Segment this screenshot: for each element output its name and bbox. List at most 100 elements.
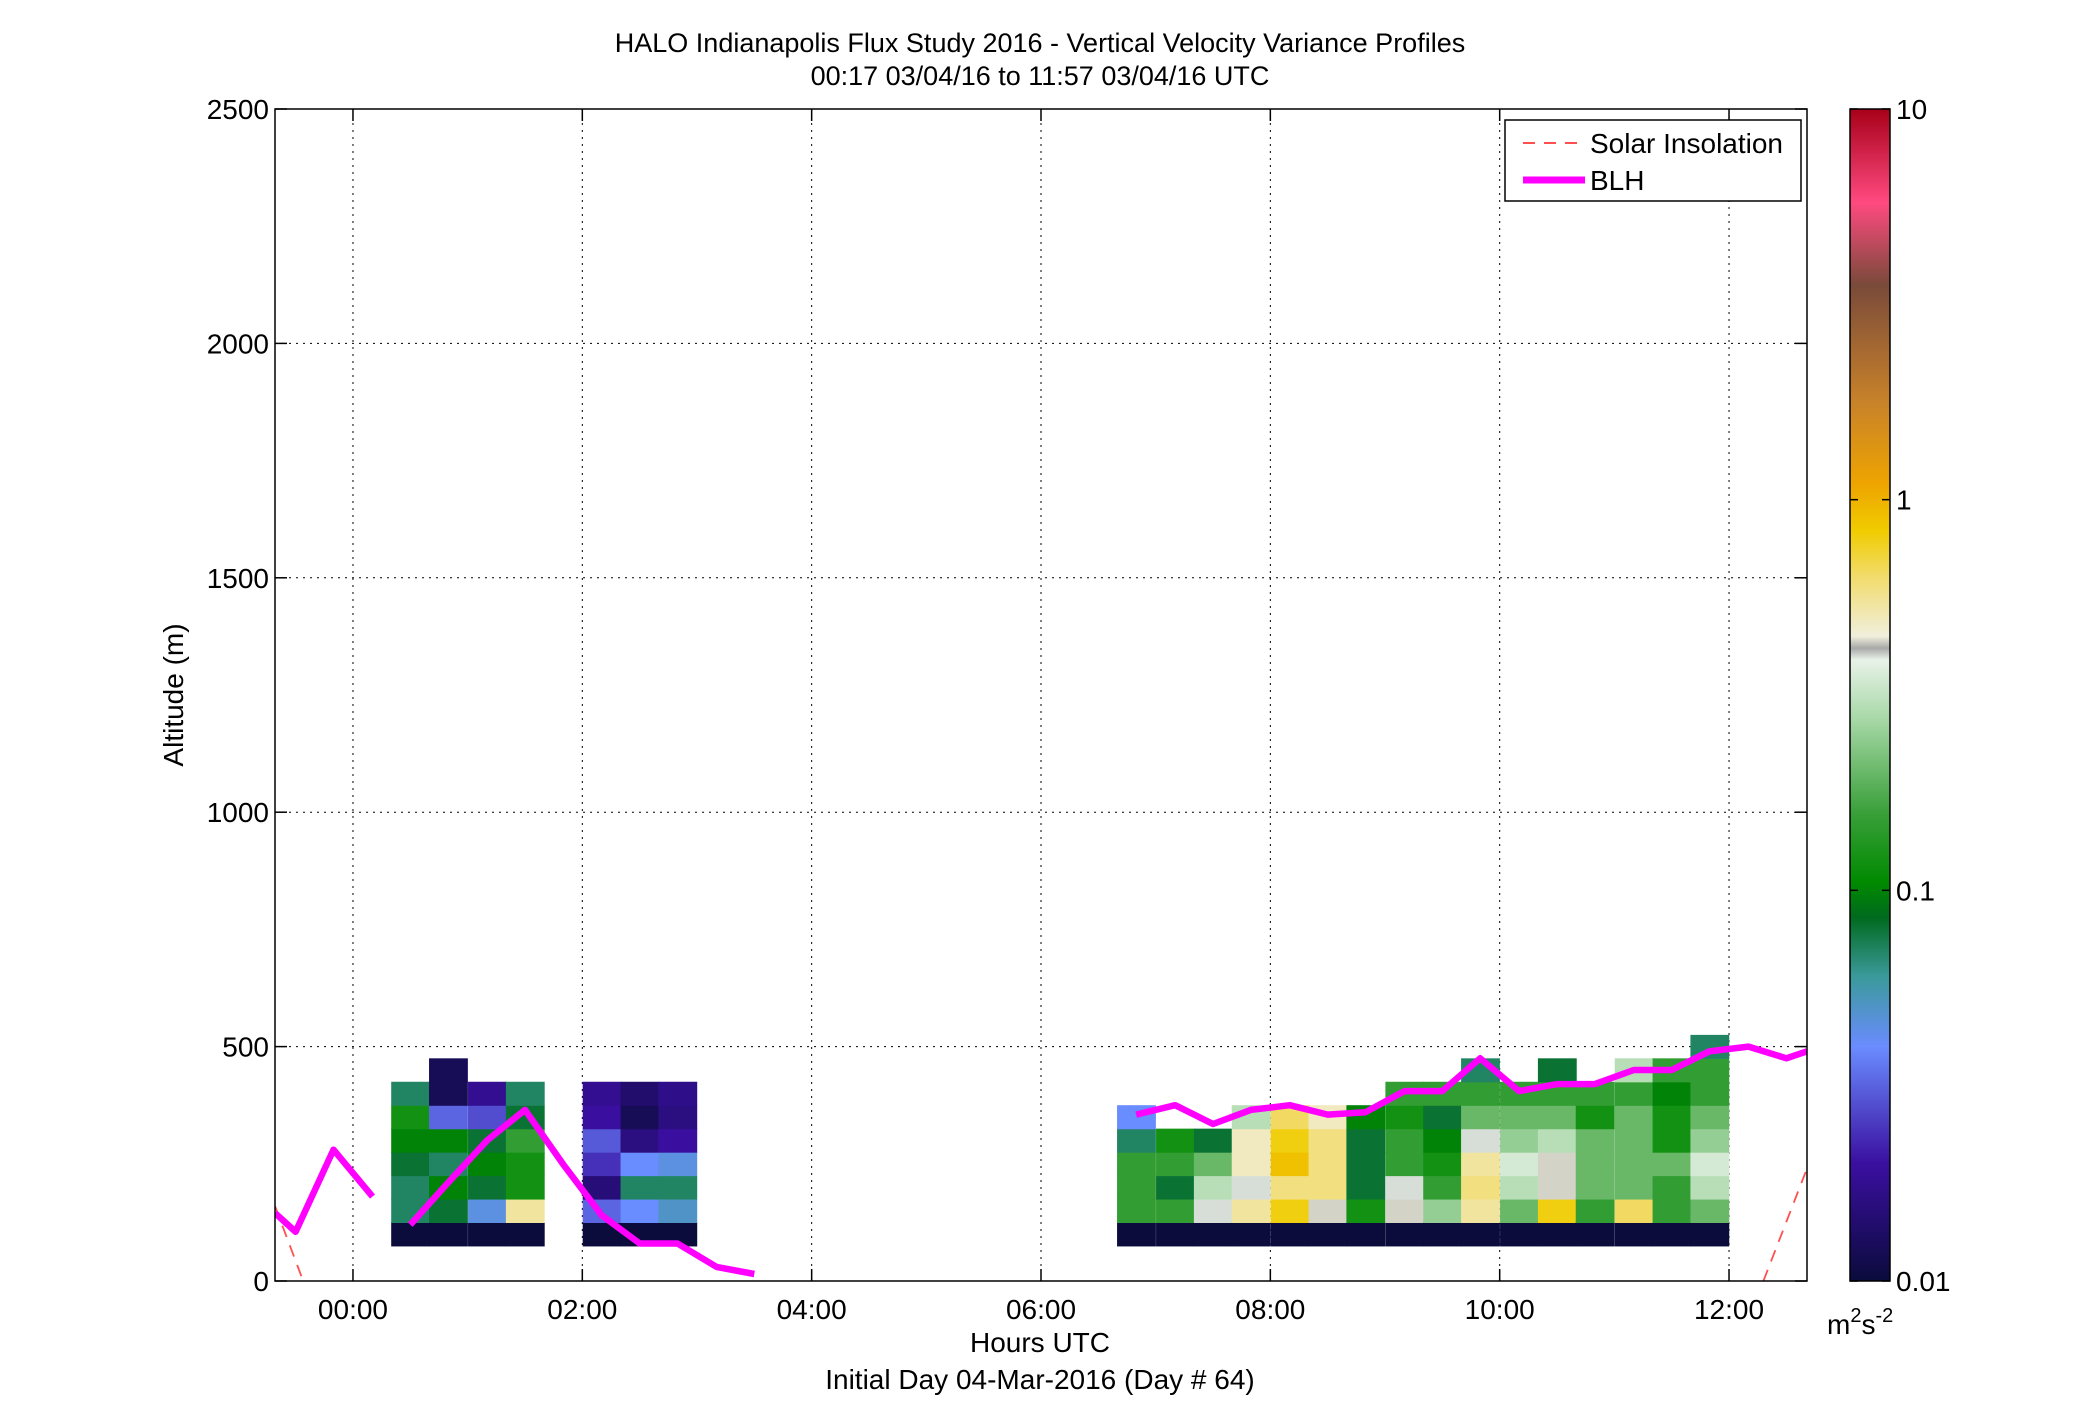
variance-cell [1270,1198,1310,1223]
variance-cell [1652,1128,1692,1153]
variance-cell [582,1128,622,1153]
variance-cell [1652,1222,1692,1247]
variance-cell [1231,1222,1271,1247]
x-tick-label: 06:00 [1006,1294,1076,1325]
variance-cell [620,1198,660,1223]
colorbar-units-sup2: -2 [1875,1305,1893,1327]
variance-cell [1575,1128,1615,1153]
colorbar-ticks: 0.01 0.1 1 10 [1850,94,1951,1297]
variance-cell [582,1105,622,1130]
variance-cell [1614,1222,1654,1247]
blh-line [275,1146,375,1236]
variance-cell [1193,1175,1233,1200]
variance-cell [468,1222,507,1247]
variance-cell [1537,1198,1577,1223]
variance-cell [1156,1222,1195,1247]
variance-cell [1423,1128,1463,1153]
legend-label-solar: Solar Insolation [1590,128,1783,159]
variance-cell [1500,1222,1539,1247]
variance-cell [1690,1198,1730,1223]
y-axis-label: Altitude (m) [158,623,189,766]
x-tick-label: 12:00 [1694,1294,1764,1325]
variance-cell [582,1152,622,1177]
variance-cell [1461,1222,1500,1247]
variance-cell [391,1081,431,1106]
x-axis: 00:00 02:00 04:00 06:00 08:00 10:00 12:00 [318,109,1764,1325]
variance-cell [1461,1152,1500,1177]
colorbar-tick-label: 0.1 [1896,875,1935,906]
variance-cell [1423,1222,1463,1247]
variance-cell [429,1105,468,1130]
variance-cell [1156,1152,1195,1177]
variance-cell [1385,1222,1425,1247]
variance-cell [1614,1105,1654,1130]
series-lines [275,1043,1807,1281]
variance-cell [1270,1222,1310,1247]
variance-cell [1500,1152,1539,1177]
variance-cell [1500,1198,1539,1223]
variance-cell [391,1105,431,1130]
variance-cell [1346,1198,1386,1223]
blh-line [1135,1043,1807,1128]
y-tick-label: 1500 [207,563,269,594]
variance-cell [1537,1152,1577,1177]
variance-cell [1156,1128,1195,1153]
variance-cell [1461,1198,1500,1223]
colorbar-units-mid: s [1861,1309,1875,1340]
variance-cell [1575,1175,1615,1200]
variance-cell [1308,1222,1348,1247]
variance-cell [1461,1128,1500,1153]
variance-cell [1270,1128,1310,1153]
variance-cell [1385,1105,1425,1130]
variance-cell [1537,1058,1577,1083]
variance-cell [1614,1152,1654,1177]
variance-cell [391,1152,431,1177]
variance-cell [468,1081,507,1106]
variance-cell [505,1152,545,1177]
variance-cell [468,1198,507,1223]
colorbar-tick-label: 0.01 [1896,1266,1951,1297]
variance-cell [1385,1198,1425,1223]
variance-cell [468,1105,507,1130]
variance-cell [1652,1152,1692,1177]
variance-cell [1537,1175,1577,1200]
chart-title-block: HALO Indianapolis Flux Study 2016 - Vert… [615,28,1465,91]
variance-cell [1690,1058,1730,1083]
variance-cell [1423,1175,1463,1200]
colorbar-tick-label: 10 [1896,94,1927,125]
y-axis: 0 500 1000 1500 2000 2500 [207,94,1807,1297]
colorbar: 0.01 0.1 1 10 m2s-2 [1827,94,1951,1340]
variance-cell [391,1175,431,1200]
variance-cell [1461,1081,1500,1106]
variance-cell [1690,1152,1730,1177]
variance-cell [1117,1222,1156,1247]
variance-cell [1537,1222,1577,1247]
variance-cell [1193,1198,1233,1223]
variance-cell [505,1081,545,1106]
variance-cell [1614,1128,1654,1153]
variance-cell [1575,1198,1615,1223]
variance-cell [1423,1198,1463,1223]
variance-cell [1193,1222,1233,1247]
x-axis-sublabel: Initial Day 04-Mar-2016 (Day # 64) [825,1364,1255,1395]
variance-cell [1346,1152,1386,1177]
variance-cell [1537,1128,1577,1153]
variance-cell [1231,1198,1271,1223]
variance-cell [658,1175,698,1200]
variance-cell [1346,1128,1386,1153]
variance-cell [1500,1175,1539,1200]
variance-cell [391,1222,431,1247]
variance-cell [1461,1105,1500,1130]
variance-cell [429,1198,468,1223]
variance-cell [505,1222,545,1247]
colorbar-units: m2s-2 [1827,1305,1893,1340]
y-tick-label: 500 [222,1032,269,1063]
variance-cell [429,1222,468,1247]
variance-cell [429,1058,468,1083]
variance-cell [1308,1128,1348,1153]
variance-cell [1575,1105,1615,1130]
variance-cell [582,1081,622,1106]
variance-cell [1652,1105,1692,1130]
x-tick-label: 02:00 [547,1294,617,1325]
